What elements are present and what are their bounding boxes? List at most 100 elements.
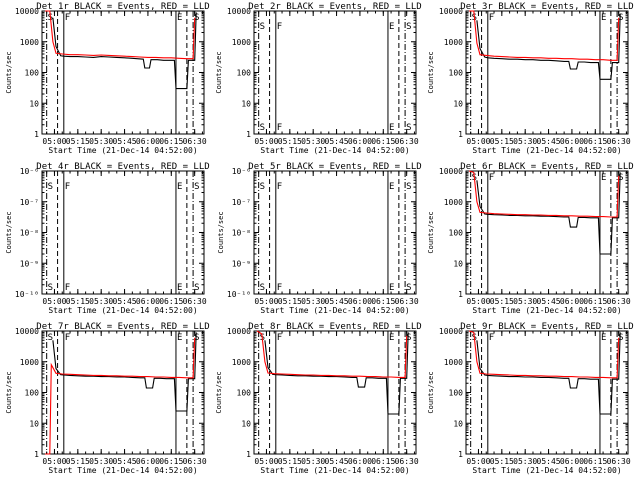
event-marker-label: S — [48, 182, 53, 192]
series-line-lld — [469, 10, 620, 61]
x-tick-label: 05:30 — [301, 137, 325, 146]
y-tick-label: 10⁻¹⁰ — [15, 290, 39, 299]
x-tick-label: 05:30 — [301, 457, 325, 466]
x-tick-label: 05:00 — [466, 297, 490, 306]
event-marker-label: F — [489, 13, 494, 23]
event-marker-label: E — [389, 283, 394, 293]
panel-det-4: Det 4r BLACK = Events, RED = LLD 10⁻¹⁰ 10⁻… — [5, 162, 210, 315]
x-tick-label: 05:45 — [537, 457, 561, 466]
panel-title: Det 6r BLACK = Events, RED = LLD — [460, 162, 633, 172]
panel-title: Det 7r BLACK = Events, RED = LLD — [36, 322, 209, 332]
y-tick-label: 10000 — [439, 327, 463, 336]
x-tick-label: 05:45 — [537, 297, 561, 306]
x-tick-label: 05:15 — [66, 297, 90, 306]
x-tick-label: 05:15 — [490, 457, 514, 466]
x-tick-label: 05:30 — [301, 297, 325, 306]
event-marker-label: S — [406, 22, 411, 32]
event-marker-label: F — [277, 182, 282, 192]
y-tick-label: 1000 — [444, 358, 463, 367]
x-tick-label: 06:00 — [348, 457, 372, 466]
x-tick-label: 06:15 — [371, 137, 395, 146]
y-tick-label: 10 — [453, 259, 463, 268]
panel-title: Det 8r BLACK = Events, RED = LLD — [248, 322, 421, 332]
x-tick-label: 06:15 — [583, 137, 607, 146]
y-tick-label: 10⁻⁸ — [20, 229, 39, 238]
y-tick-label: 100 — [237, 389, 252, 398]
y-tick-label: 100 — [237, 69, 252, 78]
event-marker-label: S — [194, 182, 199, 192]
y-tick-label: 1000 — [232, 38, 251, 47]
series-line-lld — [256, 330, 408, 378]
event-marker-label: F — [277, 333, 282, 343]
y-axis-label: Counts/sec — [215, 371, 223, 413]
x-tick-label: 06:00 — [560, 137, 584, 146]
panel-det-2: Det 2r BLACK = Events, RED = LLD 1 10 100 10… — [215, 2, 422, 155]
event-marker-label: S — [194, 283, 199, 293]
y-tick-label: 1 — [34, 450, 39, 459]
x-tick-label: 06:00 — [136, 297, 160, 306]
event-marker-label: E — [601, 333, 606, 343]
event-marker-label: F — [277, 123, 282, 133]
y-tick-label: 10000 — [439, 7, 463, 16]
x-tick-label: 05:30 — [513, 457, 537, 466]
y-tick-label: 10⁻⁸ — [232, 229, 251, 238]
event-marker-label: E — [389, 182, 394, 192]
x-tick-label: 05:45 — [113, 137, 137, 146]
panel-det-7: Det 7r BLACK = Events, RED = LLD 1 10 100 10… — [5, 322, 210, 475]
y-tick-label: 10⁻⁷ — [20, 198, 39, 207]
y-tick-label: 10 — [29, 99, 39, 108]
y-tick-label: 10000 — [227, 7, 251, 16]
event-marker-label: S — [260, 182, 265, 192]
x-tick-label: 05:30 — [89, 137, 113, 146]
x-tick-label: 05:00 — [254, 137, 278, 146]
event-marker-label: S — [406, 123, 411, 133]
x-tick-label: 05:30 — [513, 137, 537, 146]
x-tick-label: 05:30 — [513, 297, 537, 306]
series-line-lld — [468, 170, 620, 218]
x-axis-label: Start Time (21-Dec-14 04:52:00) — [48, 466, 197, 475]
x-tick-label: 06:15 — [371, 297, 395, 306]
x-tick-label: 05:00 — [254, 297, 278, 306]
event-marker-label: E — [177, 13, 182, 23]
x-axis-label: Start Time (21-Dec-14 04:52:00) — [472, 306, 621, 315]
x-tick-label: 06:30 — [183, 297, 207, 306]
x-tick-label: 06:15 — [159, 457, 183, 466]
panel-title: Det 4r BLACK = Events, RED = LLD — [36, 162, 209, 172]
x-tick-label: 06:30 — [395, 457, 419, 466]
event-marker-label: F — [65, 333, 70, 343]
y-tick-label: 100 — [449, 229, 464, 238]
y-tick-label: 1 — [246, 130, 251, 139]
series-line-lld — [45, 10, 196, 60]
event-marker-label: S — [406, 283, 411, 293]
event-marker-label: E — [601, 173, 606, 183]
series-line-events — [52, 12, 197, 90]
panel-title: Det 9r BLACK = Events, RED = LLD — [460, 322, 633, 332]
x-tick-label: 05:15 — [278, 137, 302, 146]
y-tick-label: 10000 — [439, 167, 463, 176]
event-marker-label: S — [48, 333, 53, 343]
event-marker-label: S — [48, 283, 53, 293]
y-tick-label: 10⁻⁷ — [232, 198, 251, 207]
x-tick-label: 05:15 — [278, 457, 302, 466]
y-axis-label: Counts/sec — [427, 371, 435, 413]
event-marker-label: F — [65, 283, 70, 293]
series-line-events — [476, 332, 621, 415]
series-line-events — [52, 332, 197, 412]
x-tick-label: 06:15 — [583, 297, 607, 306]
x-tick-label: 05:15 — [66, 137, 90, 146]
x-axis-label: Start Time (21-Dec-14 04:52:00) — [48, 146, 197, 155]
event-marker-label: E — [177, 182, 182, 192]
y-tick-label: 100 — [25, 69, 40, 78]
panel-det-6: Det 6r BLACK = Events, RED = LLD 1 10 100 10… — [427, 162, 634, 315]
x-tick-label: 05:45 — [325, 297, 349, 306]
x-tick-label: 06:30 — [183, 137, 207, 146]
x-axis-label: Start Time (21-Dec-14 04:52:00) — [260, 466, 409, 475]
event-marker-label: S — [406, 182, 411, 192]
x-tick-label: 06:15 — [159, 137, 183, 146]
y-tick-label: 10 — [453, 99, 463, 108]
event-marker-label: F — [65, 13, 70, 23]
x-axis-label: Start Time (21-Dec-14 04:52:00) — [472, 466, 621, 475]
event-marker-label: E — [177, 283, 182, 293]
x-tick-label: 05:45 — [325, 457, 349, 466]
